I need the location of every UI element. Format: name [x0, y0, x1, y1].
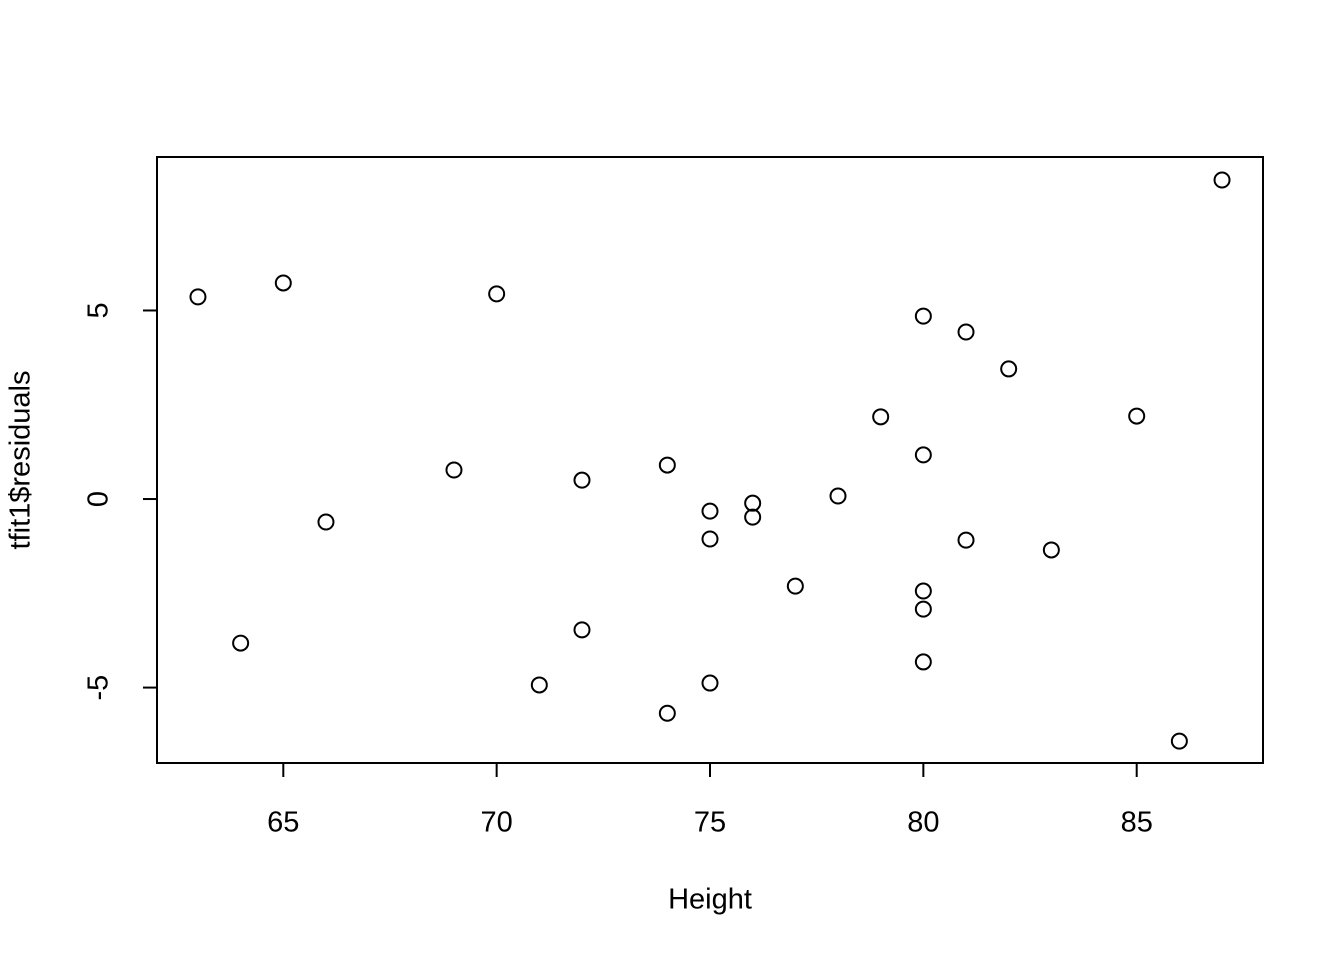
y-tick-label: 0 [83, 491, 115, 507]
point [914, 582, 932, 600]
point [786, 577, 804, 595]
x-tick-label: 65 [267, 807, 299, 839]
point [1213, 171, 1231, 189]
point [914, 653, 932, 671]
point [1170, 732, 1188, 750]
point [957, 531, 975, 549]
point [445, 461, 463, 479]
x-tick-label: 80 [907, 807, 939, 839]
point [701, 530, 719, 548]
point [744, 494, 762, 512]
point [1128, 407, 1146, 425]
point [488, 285, 506, 303]
x-tick-label: 70 [481, 807, 513, 839]
x-tick-label: 85 [1121, 807, 1153, 839]
point [317, 513, 335, 531]
y-axis-label: tfit1$residuals [5, 371, 37, 550]
point [530, 676, 548, 694]
point [744, 508, 762, 526]
y-tick-label: -5 [83, 675, 115, 701]
y-tick-label: 5 [83, 302, 115, 318]
point [914, 446, 932, 464]
point [1042, 541, 1060, 559]
point [573, 471, 591, 489]
point [274, 274, 292, 292]
point [232, 634, 250, 652]
point [829, 487, 847, 505]
point [1000, 360, 1018, 378]
point [189, 288, 207, 306]
point [658, 456, 676, 474]
plot-frame [156, 156, 1264, 764]
x-tick-label: 75 [694, 807, 726, 839]
point [701, 674, 719, 692]
x-axis-label: Height [668, 884, 752, 916]
point [872, 408, 890, 426]
point [573, 621, 591, 639]
point [658, 704, 676, 722]
point [701, 502, 719, 520]
point [957, 323, 975, 341]
point [914, 600, 932, 618]
point [914, 307, 932, 325]
